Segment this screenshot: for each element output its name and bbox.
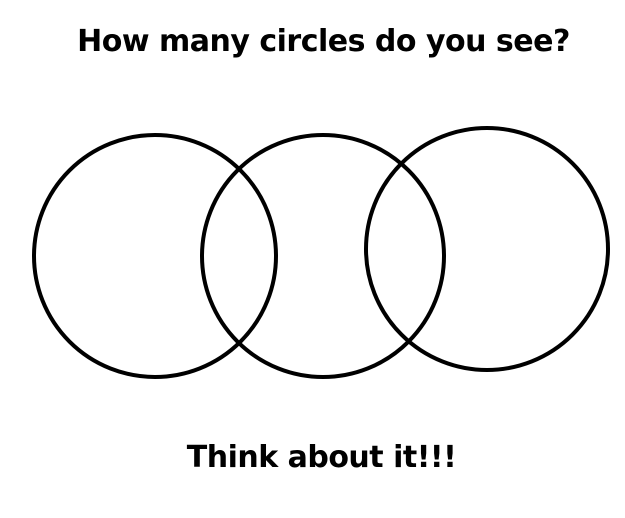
- right-circle: [364, 126, 610, 372]
- left-circle: [32, 133, 278, 379]
- think-caption: Think about it!!!: [186, 440, 457, 475]
- middle-circle: [200, 133, 446, 379]
- question-title: How many circles do you see?: [77, 24, 570, 59]
